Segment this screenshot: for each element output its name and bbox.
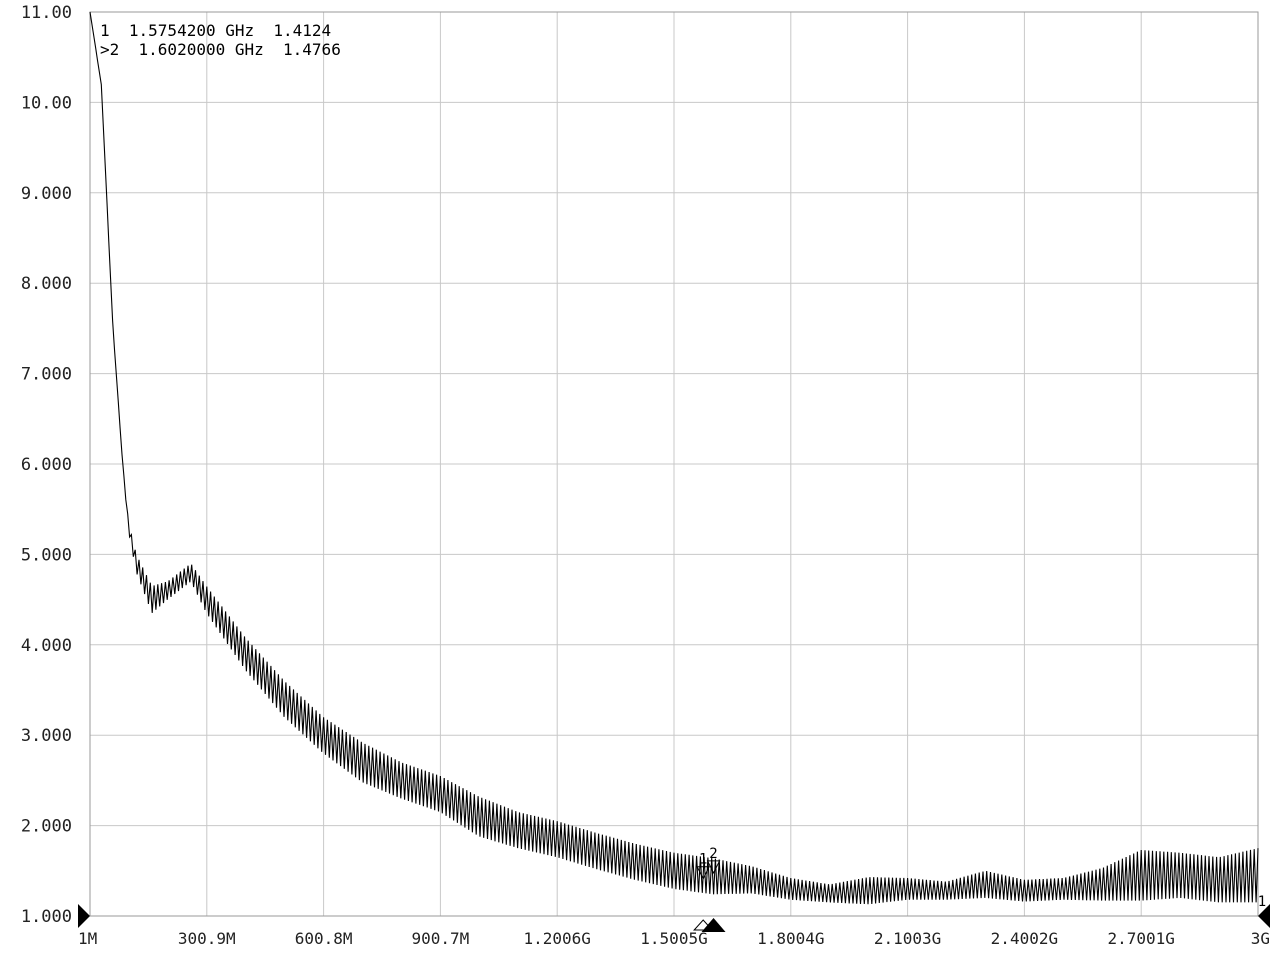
x-axis-ticks: 1M 300.9M 600.8M 900.7M 1.2006G 1.5005G 1.8004… <box>78 929 1270 948</box>
marker-readouts: 1 1.5754200 GHz 1.4124>2 1.6020000 GHz 1… <box>100 21 341 59</box>
y-tick-label: 8.000 <box>21 274 72 294</box>
x-tick-label: 900.7M <box>412 929 470 948</box>
x-tick-label: 300.9M <box>178 929 236 948</box>
x-tick-label: 1.8004G <box>757 929 824 948</box>
x-tick-label: 2.1003G <box>874 929 941 948</box>
edge-indicators: 1 <box>78 894 1270 932</box>
x-tick-label: 1M <box>78 929 97 948</box>
y-axis-ticks: 11.00 10.00 9.000 8.000 7.000 6.000 5.000 4.000… <box>21 3 72 927</box>
stimulus-marker <box>693 919 714 931</box>
marker-label: 2 <box>709 846 717 862</box>
series-trace <box>89 11 1259 905</box>
grid-lines <box>89 11 1259 917</box>
x-tick-label: 1.5005G <box>640 929 707 948</box>
x-tick-label: 600.8M <box>295 929 353 948</box>
y-tick-label: 9.000 <box>21 184 72 204</box>
stimulus-marker-active <box>701 918 726 932</box>
y-tick-label: 7.000 <box>21 365 72 385</box>
plot-frame <box>89 11 1259 917</box>
x-tick-label: 2.4002G <box>991 929 1058 948</box>
x-tick-label: 2.7001G <box>1107 929 1174 948</box>
ref-arrow-right <box>1258 904 1270 928</box>
marker-readout: 1 1.5754200 GHz 1.4124 <box>100 21 331 40</box>
y-tick-label: 3.000 <box>21 726 72 746</box>
y-tick-label: 5.000 <box>21 545 72 565</box>
y-tick-label: 6.000 <box>21 455 72 475</box>
y-tick-label: 10.00 <box>21 93 72 113</box>
marker-label: 1 <box>699 852 707 868</box>
y-tick-label: 4.000 <box>21 636 72 656</box>
y-tick-label: 1.000 <box>21 907 72 927</box>
ref-arrow-left <box>78 904 90 928</box>
y-tick-label: 11.00 <box>21 3 72 23</box>
marker-readout: >2 1.6020000 GHz 1.4766 <box>100 40 341 59</box>
y-tick-label: 2.000 <box>21 817 72 837</box>
marker-triangle <box>706 860 721 875</box>
ref-marker-label: 1 <box>1258 894 1266 910</box>
marker-triangle <box>696 866 710 880</box>
x-tick-label: 3G <box>1251 929 1270 948</box>
x-tick-label: 1.2006G <box>523 929 590 948</box>
